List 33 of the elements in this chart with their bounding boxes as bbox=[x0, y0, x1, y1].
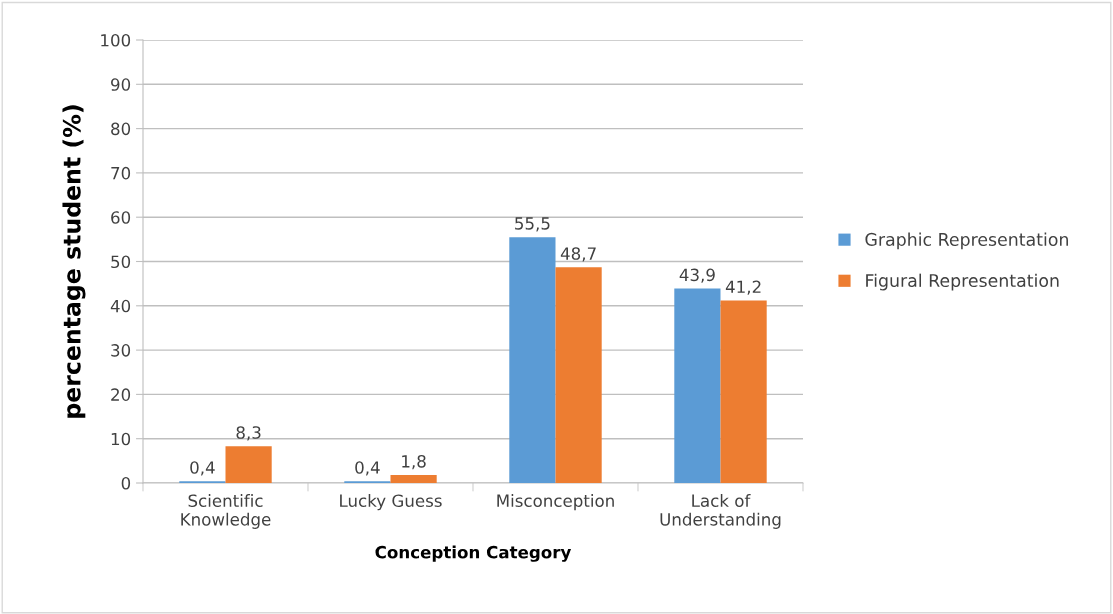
data-label: 43,9 bbox=[679, 268, 715, 283]
y-tick-label: 40 bbox=[110, 299, 131, 313]
bar bbox=[225, 446, 272, 483]
bar bbox=[674, 288, 721, 483]
y-axis-title: percentage student (%) bbox=[62, 105, 86, 418]
y-tick-label: 10 bbox=[111, 432, 131, 446]
x-axis-title: Conception Category bbox=[375, 545, 572, 562]
y-tick-label: 0 bbox=[121, 476, 131, 490]
y-tick-label: 70 bbox=[111, 166, 131, 180]
x-tick-label: Lack of Understanding bbox=[660, 494, 781, 529]
y-tick-label: 30 bbox=[111, 344, 131, 357]
y-tick-label: 50 bbox=[111, 255, 131, 269]
y-tick-label: 100 bbox=[101, 33, 131, 47]
bar bbox=[509, 237, 556, 483]
y-tick-label: 20 bbox=[111, 388, 131, 401]
data-label: 48,7 bbox=[560, 247, 596, 262]
bar bbox=[390, 475, 437, 483]
data-label: 41,2 bbox=[725, 280, 761, 295]
bar bbox=[720, 300, 767, 483]
legend-label: Figural Representation bbox=[866, 273, 1059, 291]
data-label: 8,3 bbox=[236, 426, 261, 441]
data-label: 1,8 bbox=[402, 455, 426, 470]
legend-label: Graphic Representation bbox=[865, 232, 1068, 250]
x-tick-label: Misconception bbox=[497, 494, 614, 511]
y-tick-label: 90 bbox=[111, 78, 131, 91]
data-label: 0,4 bbox=[190, 461, 215, 476]
y-tick-label: 60 bbox=[111, 211, 131, 224]
x-tick-label: Scientific Knowledge bbox=[181, 494, 271, 529]
data-label: 0,4 bbox=[355, 461, 380, 476]
x-tick-label: Lucky Guess bbox=[340, 494, 442, 511]
y-tick-label: 80 bbox=[111, 122, 131, 136]
data-label: 55,5 bbox=[515, 217, 550, 232]
bar bbox=[555, 267, 602, 483]
